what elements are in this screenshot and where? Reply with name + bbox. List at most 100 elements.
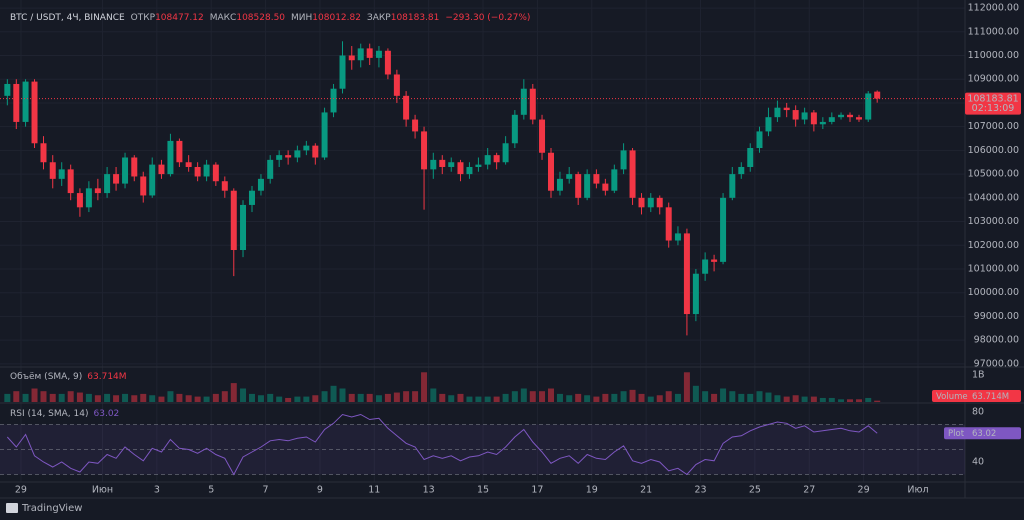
candle-body	[85, 188, 92, 208]
candle-body	[484, 155, 491, 165]
volume-bar	[149, 395, 156, 402]
volume-bar	[294, 396, 301, 402]
x-tick-label: 25	[749, 485, 761, 496]
volume-bar	[348, 393, 355, 402]
volume-tag-value: 63.714M	[972, 392, 1009, 402]
candle-body	[702, 259, 709, 274]
volume-bar	[276, 396, 283, 402]
candle-body	[257, 178, 264, 191]
volume-bar	[58, 393, 65, 402]
candle-body	[493, 155, 500, 163]
candle-body	[149, 164, 156, 196]
volume-bar	[94, 395, 101, 402]
y-tick-label: 111000.00	[968, 26, 1019, 37]
change: −293.30 (−0.27%)	[445, 13, 530, 23]
candle-body	[330, 88, 337, 113]
candle-body	[457, 162, 464, 175]
volume-bar	[855, 399, 862, 402]
x-tick-label: 7	[263, 485, 269, 496]
high-label: МАКС	[210, 13, 237, 23]
volume-bar	[683, 372, 690, 402]
volume-bar	[113, 395, 120, 402]
volume-bar	[457, 393, 464, 402]
volume-bar	[76, 392, 83, 402]
volume-bar	[257, 395, 264, 402]
volume-bar	[656, 395, 663, 402]
candle-body	[674, 233, 681, 241]
high-value: 108528.50	[236, 13, 285, 23]
volume-bar	[131, 395, 138, 402]
volume-bar	[49, 393, 56, 402]
grid	[0, 0, 965, 482]
volume-bar	[539, 391, 546, 402]
open-value: 108477.12	[155, 13, 204, 23]
x-tick-label: 29	[15, 485, 27, 496]
candle-body	[566, 174, 573, 179]
candle-body	[819, 121, 826, 125]
volume-bar	[176, 393, 183, 402]
volume-bar	[221, 391, 228, 402]
volume-bar	[792, 395, 799, 402]
candle-body	[738, 166, 745, 175]
candle-body	[783, 107, 790, 111]
x-tick-label: 13	[423, 485, 435, 496]
candle-body	[593, 174, 600, 184]
volume-bar	[321, 391, 328, 402]
candle-body	[810, 112, 817, 125]
volume-bar	[638, 393, 645, 402]
volume-bar	[756, 391, 763, 402]
x-tick-label: 21	[640, 485, 652, 496]
y-tick-label: 104000.00	[968, 192, 1019, 203]
volume-bar	[711, 393, 718, 402]
candle-body	[393, 74, 400, 96]
candle-body	[94, 188, 101, 194]
x-tick-label: Июл	[907, 485, 928, 496]
chart-header: BTC / USDT, 4Ч, BINANCE ОТКР108477.12 МАКС…	[10, 13, 530, 23]
candle-body	[847, 114, 854, 118]
volume-bar	[629, 389, 636, 402]
volume-bar	[556, 393, 563, 402]
brand[interactable]: TradingView	[6, 503, 82, 514]
volume-bar	[85, 393, 92, 402]
volume-bar	[828, 397, 835, 402]
candle-body	[49, 162, 56, 179]
y-tick-label: 100000.00	[968, 287, 1019, 298]
candle-body	[40, 143, 47, 163]
candle-body	[230, 190, 237, 251]
volume-bar	[13, 391, 20, 402]
price-pane	[4, 41, 881, 336]
candle-body	[439, 159, 446, 167]
candle-body	[212, 164, 219, 182]
volume-bar	[4, 393, 11, 402]
volume-bar	[475, 396, 482, 402]
y-tick-label: 106000.00	[968, 145, 1019, 156]
candle-body	[629, 150, 636, 198]
x-tick-label: 29	[858, 485, 870, 496]
candle-body	[611, 169, 618, 191]
candle-body	[58, 169, 65, 179]
volume-bar	[484, 396, 491, 402]
low-label: МИН	[291, 13, 312, 23]
volume-legend: Объём (SMA, 9) 63.714M	[10, 372, 127, 382]
rsi-tag-value: 63.02	[972, 429, 996, 439]
candle-body	[185, 162, 192, 167]
volume-bar	[357, 393, 364, 402]
candle-body	[248, 190, 255, 205]
candle-body	[502, 143, 509, 163]
volume-bar	[692, 385, 699, 402]
x-tick-label: 23	[694, 485, 706, 496]
volume-bar	[838, 399, 845, 402]
y-tick-label: 107000.00	[968, 121, 1019, 132]
volume-bar	[747, 393, 754, 402]
candle-body	[620, 150, 627, 170]
last-price-box	[965, 92, 1021, 115]
candle-body	[131, 157, 138, 177]
countdown: 02:13:09	[972, 103, 1015, 114]
y-tick-label: 103000.00	[968, 216, 1019, 227]
candle-body	[430, 159, 437, 170]
candle-body	[539, 119, 546, 153]
volume-bar	[529, 391, 536, 402]
volume-bar	[194, 396, 201, 402]
